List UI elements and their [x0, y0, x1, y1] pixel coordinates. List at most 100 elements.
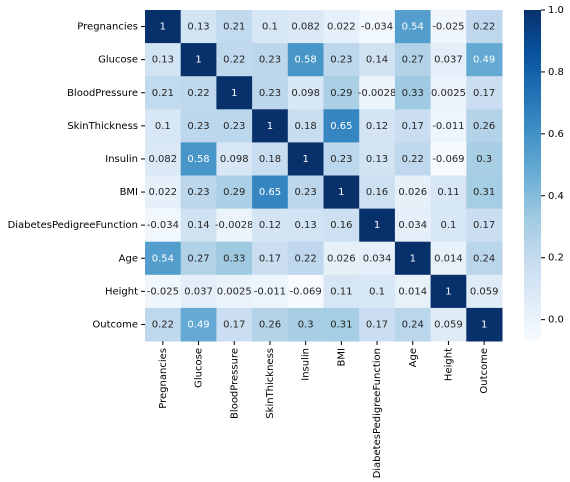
cell-label: 0.17: [366, 319, 388, 330]
cell-label: 0.034: [398, 220, 427, 231]
cell-label: 0.14: [187, 220, 209, 231]
heatmap-cell: [430, 274, 467, 309]
cell-label: 0.22: [223, 55, 245, 66]
cell-label: 0.22: [295, 253, 317, 264]
heatmap-cell: [466, 43, 503, 77]
y-tick-label: Pregnancies: [77, 22, 138, 33]
heatmap-cell: [466, 10, 503, 44]
heatmap-cell: [430, 208, 467, 243]
heatmap-cell: [466, 175, 503, 210]
heatmap-cell: [430, 10, 467, 44]
cell-label: 1: [302, 154, 308, 165]
heatmap-cell: [394, 109, 432, 143]
cell-label: 0.29: [330, 88, 352, 99]
cell-label: 0.14: [366, 55, 388, 66]
cell-label: 0.098: [220, 154, 249, 165]
cell-label: 0.082: [149, 154, 178, 165]
cell-label: 0.21: [223, 22, 245, 33]
y-tick-label: Glucose: [98, 55, 138, 66]
x-tick-label: Pregnancies: [158, 348, 169, 409]
cell-label: 1: [481, 319, 487, 330]
cell-label: 1: [445, 286, 451, 297]
cell-label: 0.27: [402, 55, 424, 66]
x-tick-label: Glucose: [194, 348, 205, 388]
cell-label: 0.11: [437, 187, 459, 198]
heatmap-cell: [430, 142, 467, 176]
y-tick-label: SkinThickness: [67, 121, 138, 132]
cell-label: 0.059: [470, 286, 499, 297]
heatmap-cell: [323, 208, 360, 243]
cell-label: 0.18: [295, 121, 317, 132]
cell-label: 0.11: [330, 286, 352, 297]
cell-label: 0.23: [259, 88, 281, 99]
cell-label: 1: [374, 220, 380, 231]
heatmap-cell: [145, 307, 182, 342]
x-tick-label: Outcome: [479, 348, 490, 394]
heatmap-cell: [287, 142, 324, 176]
heatmap-cell: [252, 142, 289, 176]
heatmap-cell: [430, 109, 467, 143]
cell-label: 0.23: [295, 187, 317, 198]
y-tick-label: DiabetesPedigreeFunction: [8, 220, 138, 231]
cell-label: 0.0025: [217, 286, 252, 297]
cell-label: 0.54: [402, 22, 424, 33]
heatmap-cell: [252, 208, 289, 243]
heatmap-cell: [252, 109, 289, 143]
heatmap-cell: [394, 274, 432, 309]
cell-label: 0.23: [223, 121, 245, 132]
cell-label: 1: [338, 187, 344, 198]
heatmap-cell: [359, 274, 396, 309]
heatmap-cell: [359, 43, 396, 77]
colorbar-tick-label: 0.6: [548, 129, 564, 140]
cell-label: -0.0028: [215, 220, 254, 231]
heatmap-cell: [394, 43, 432, 77]
heatmap-cell: [359, 109, 396, 143]
colorbar-tick-label: 0.0: [548, 315, 564, 326]
heatmap-cell: [359, 307, 396, 342]
heatmap-cell: [466, 241, 503, 276]
heatmap-cell: [323, 142, 360, 176]
heatmap-cell: [466, 274, 503, 309]
cell-label: 0.31: [473, 187, 495, 198]
cell-label: 0.17: [402, 121, 424, 132]
y-tick-label: Insulin: [105, 154, 138, 165]
cell-label: 0.026: [398, 187, 427, 198]
cell-label: 0.33: [223, 253, 245, 264]
heatmap-cell: [252, 76, 289, 110]
heatmap-cell: [180, 307, 217, 342]
heatmap-cell: [180, 274, 217, 309]
cell-label: 0.1: [262, 22, 278, 33]
heatmap-cell: [180, 10, 217, 44]
x-tick-label: BMI: [336, 348, 347, 366]
cell-label: 0.037: [184, 286, 213, 297]
cell-label: 0.13: [152, 55, 174, 66]
cell-label: 0.13: [366, 154, 388, 165]
cell-label: 1: [410, 253, 416, 264]
heatmap-cell: [180, 208, 217, 243]
heatmap-cell: [216, 142, 253, 176]
cell-label: 0.58: [295, 55, 317, 66]
cell-label: -0.069: [432, 154, 464, 165]
heatmap-cell: [145, 142, 182, 176]
heatmap-cell: [216, 274, 253, 309]
heatmap-cell: [216, 307, 253, 342]
cell-label: 0.22: [152, 319, 174, 330]
colorbar-tick-label: 0.8: [548, 67, 564, 78]
heatmap-cell: [466, 307, 503, 342]
cell-label: 0.22: [473, 22, 495, 33]
heatmap-cell: [252, 307, 289, 342]
heatmap-cell: [359, 10, 396, 44]
heatmap-cell: [180, 76, 217, 110]
y-tick-label: BMI: [120, 187, 138, 198]
heatmap-cell: [323, 10, 360, 44]
cell-label: 0.23: [187, 121, 209, 132]
cell-label: 0.23: [330, 154, 352, 165]
cell-label: 0.27: [187, 253, 209, 264]
heatmap-cell: [466, 76, 503, 110]
cell-label: 0.23: [259, 55, 281, 66]
cell-label: 0.022: [327, 22, 356, 33]
cell-label: 0.026: [327, 253, 356, 264]
cell-label: -0.011: [432, 121, 464, 132]
x-tick-label: SkinThickness: [265, 348, 276, 419]
